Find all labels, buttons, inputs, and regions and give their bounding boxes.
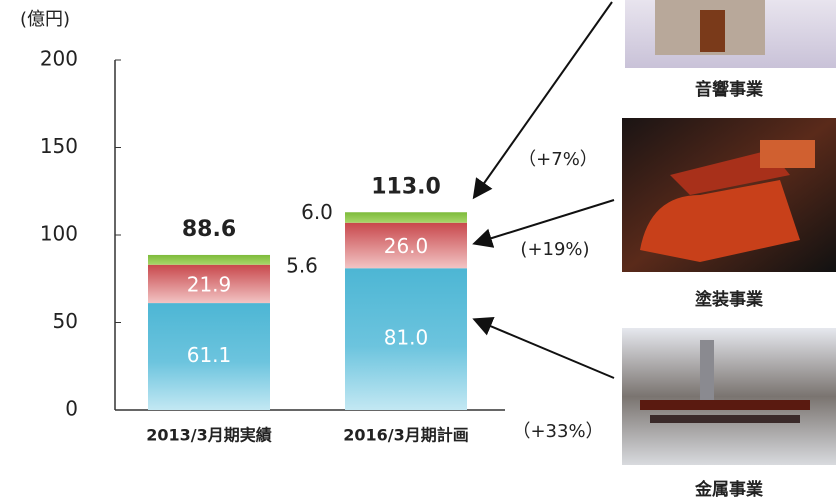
x-tick-label: 2016/3月期計画 bbox=[343, 426, 469, 445]
y-axis-label: (億円) bbox=[20, 9, 70, 30]
photo-caption: 塗装事業 bbox=[695, 289, 763, 310]
bar-segment bbox=[148, 254, 270, 265]
arrow bbox=[472, 199, 615, 248]
y-tick-label: 100 bbox=[40, 222, 78, 246]
y-tick-label: 150 bbox=[40, 134, 78, 158]
photo-acoustic bbox=[625, 0, 836, 68]
x-tick-label: 2013/3月期実績 bbox=[146, 426, 272, 445]
arrow bbox=[472, 1, 613, 200]
change-label: (+19%) bbox=[520, 239, 589, 260]
data-label: 6.0 bbox=[301, 200, 333, 224]
change-label: （+7%） bbox=[518, 149, 598, 170]
change-label: （+33%） bbox=[512, 421, 603, 442]
data-label: 81.0 bbox=[384, 326, 429, 350]
photo-caption: 音響事業 bbox=[695, 79, 763, 100]
y-tick-label: 200 bbox=[40, 47, 78, 71]
bar-segment bbox=[148, 303, 270, 410]
data-label: 26.0 bbox=[384, 234, 429, 258]
y-tick-label: 0 bbox=[65, 397, 78, 421]
data-label: 61.1 bbox=[187, 343, 232, 367]
photo-metal bbox=[622, 328, 836, 465]
bar-segment bbox=[148, 264, 270, 304]
bar-segment bbox=[345, 268, 467, 410]
data-label: 5.6 bbox=[286, 253, 318, 277]
total-label: 113.0 bbox=[371, 174, 441, 199]
data-label: 21.9 bbox=[187, 272, 232, 296]
total-label: 88.6 bbox=[182, 217, 236, 242]
arrow bbox=[472, 316, 615, 379]
y-tick-label: 50 bbox=[53, 309, 78, 333]
bar-segment bbox=[345, 212, 467, 223]
photo-caption: 金属事業 bbox=[694, 479, 763, 500]
bar-segment bbox=[345, 222, 467, 269]
photo-painting bbox=[622, 118, 836, 272]
